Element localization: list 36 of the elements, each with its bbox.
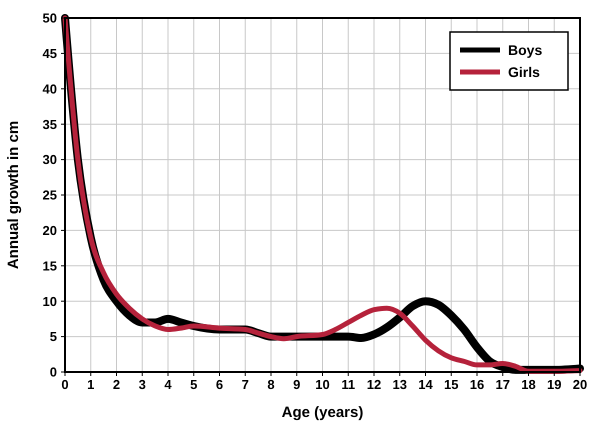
y-tick-label: 35	[42, 116, 57, 132]
x-tick-label: 10	[315, 377, 330, 392]
x-tick-label: 0	[61, 377, 69, 392]
x-tick-label: 15	[444, 377, 458, 392]
x-tick-label: 6	[216, 377, 224, 392]
x-tick-label: 9	[293, 377, 300, 392]
y-tick-label: 10	[42, 294, 57, 309]
x-tick-label: 18	[521, 377, 536, 392]
x-tick-label: 5	[190, 377, 198, 392]
legend-label: Boys	[508, 42, 542, 58]
x-tick-label: 12	[366, 377, 382, 392]
x-tick-label: 2	[112, 377, 120, 392]
y-axis-title: Annual growth in cm	[5, 120, 22, 270]
y-tick-label: 15	[42, 258, 57, 274]
x-tick-label: 14	[418, 377, 434, 392]
y-tick-label: 5	[50, 329, 57, 344]
x-tick-label: 1	[87, 377, 94, 392]
y-tick-label: 50	[42, 10, 57, 26]
y-tick-label: 30	[42, 152, 57, 168]
x-tick-label: 3	[138, 377, 146, 392]
x-tick-label: 20	[572, 377, 588, 392]
y-tick-label: 20	[42, 222, 57, 238]
y-tick-label: 0	[50, 364, 57, 380]
x-tick-label: 19	[547, 377, 562, 392]
x-tick-label: 4	[164, 377, 172, 392]
y-tick-label: 40	[42, 81, 57, 96]
x-tick-label: 8	[267, 377, 275, 392]
x-tick-label: 16	[470, 377, 484, 392]
x-axis-title: Age (years)	[282, 404, 364, 421]
x-tick-label: 11	[341, 377, 356, 392]
y-tick-label: 45	[42, 46, 57, 61]
legend-label: Girls	[508, 64, 540, 80]
x-tick-label: 7	[242, 377, 249, 392]
y-tick-label: 25	[42, 188, 57, 203]
x-tick-label: 13	[392, 377, 407, 392]
x-tick-label: 17	[496, 377, 510, 392]
